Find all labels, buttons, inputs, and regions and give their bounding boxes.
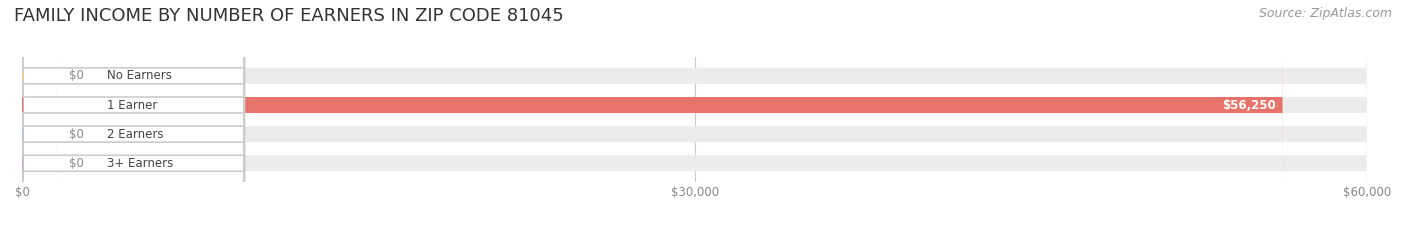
Text: $0: $0 — [69, 69, 84, 82]
FancyBboxPatch shape — [22, 0, 56, 184]
Text: Source: ZipAtlas.com: Source: ZipAtlas.com — [1258, 7, 1392, 20]
Text: 3+ Earners: 3+ Earners — [107, 157, 173, 170]
FancyBboxPatch shape — [22, 0, 1367, 233]
FancyBboxPatch shape — [22, 55, 56, 233]
FancyBboxPatch shape — [22, 0, 245, 233]
Text: $0: $0 — [69, 157, 84, 170]
Text: 2 Earners: 2 Earners — [107, 128, 163, 141]
Text: 1 Earner: 1 Earner — [107, 99, 157, 112]
Text: No Earners: No Earners — [107, 69, 172, 82]
Text: $56,250: $56,250 — [1222, 99, 1277, 112]
FancyBboxPatch shape — [22, 0, 245, 233]
Text: FAMILY INCOME BY NUMBER OF EARNERS IN ZIP CODE 81045: FAMILY INCOME BY NUMBER OF EARNERS IN ZI… — [14, 7, 564, 25]
Text: $0: $0 — [69, 128, 84, 141]
FancyBboxPatch shape — [22, 26, 56, 233]
FancyBboxPatch shape — [22, 0, 1367, 233]
FancyBboxPatch shape — [22, 0, 1367, 233]
FancyBboxPatch shape — [22, 0, 1282, 233]
FancyBboxPatch shape — [22, 0, 245, 233]
FancyBboxPatch shape — [22, 0, 1367, 233]
FancyBboxPatch shape — [22, 0, 245, 233]
